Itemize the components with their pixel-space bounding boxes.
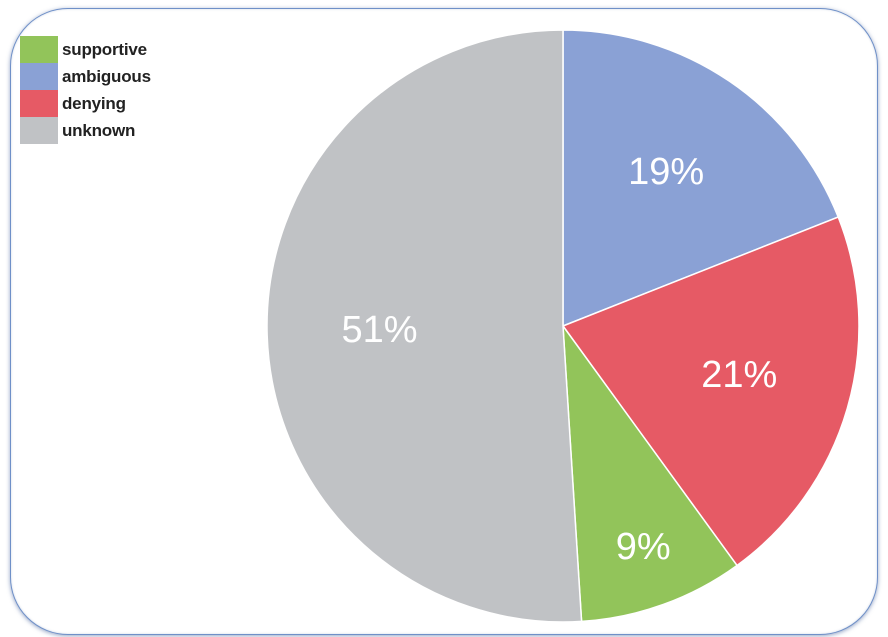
- legend-item-ambiguous: ambiguous: [20, 63, 151, 90]
- legend-swatch-denying: [20, 90, 58, 117]
- legend-label-supportive: supportive: [62, 39, 147, 59]
- pie-label-supportive: 9%: [616, 526, 671, 568]
- legend-label-ambiguous: ambiguous: [62, 66, 151, 86]
- legend-swatch-unknown: [20, 117, 58, 144]
- pie-slice-ambiguous: [562, 29, 840, 328]
- legend-item-denying: denying: [20, 90, 151, 117]
- legend-label-denying: denying: [62, 93, 126, 113]
- pie-slice-supportive: [562, 323, 739, 623]
- pie-slice-unknown: [266, 29, 583, 623]
- pie-slices: [266, 29, 860, 623]
- pie-slice-denying: [561, 216, 860, 567]
- legend-swatch-supportive: [20, 36, 58, 63]
- legend-item-supportive: supportive: [20, 36, 151, 63]
- pie-label-denying: 21%: [701, 354, 777, 396]
- legend: supportive ambiguous denying unknown: [20, 36, 151, 144]
- legend-swatch-ambiguous: [20, 63, 58, 90]
- pie-labels: 19% 21% 9% 51%: [342, 151, 778, 568]
- legend-label-unknown: unknown: [62, 120, 136, 140]
- pie-label-unknown: 51%: [342, 309, 418, 351]
- pie-label-ambiguous: 19%: [628, 151, 704, 193]
- legend-item-unknown: unknown: [20, 117, 151, 144]
